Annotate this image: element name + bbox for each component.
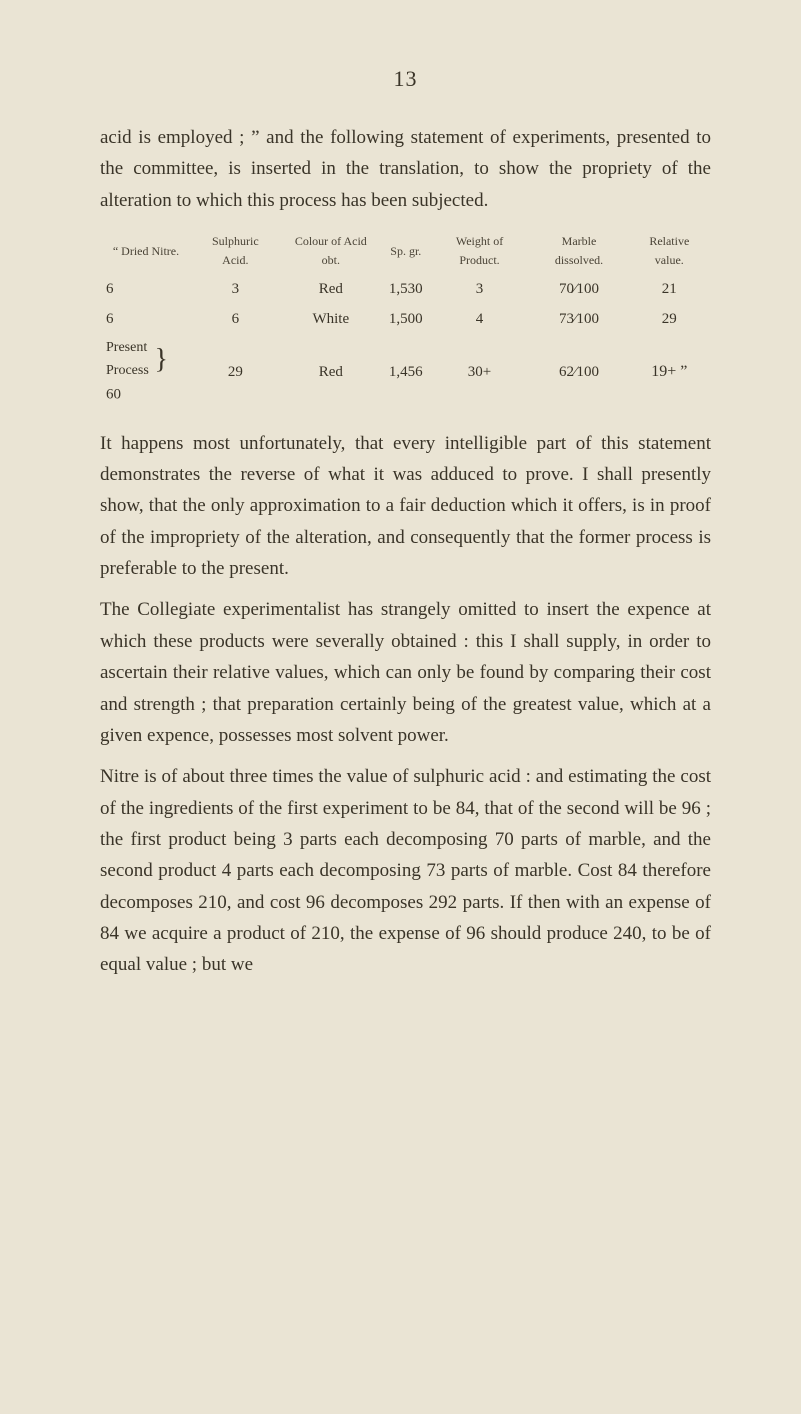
scanned-page: 13 acid is employed ; ” and the followin… bbox=[0, 0, 801, 1414]
cell-colour: White bbox=[279, 304, 383, 334]
cell-weight: 30+ bbox=[429, 334, 531, 409]
cell-spgr: 1,530 bbox=[383, 274, 429, 304]
experiments-table: “ Dried Nitre. Sulphuric Acid. Colour of… bbox=[100, 230, 711, 410]
cell-weight: 4 bbox=[429, 304, 531, 334]
paragraph-2: It happens most unfortunately, that ever… bbox=[100, 428, 711, 585]
col-marble-dissolved: Marble dissolved. bbox=[530, 230, 627, 274]
cell-relval: 19+ ” bbox=[628, 334, 711, 409]
col-weight-product: Weight of Product. bbox=[429, 230, 531, 274]
cell-nitre: 6 bbox=[100, 304, 192, 334]
cell-marble: 70⁄100 bbox=[530, 274, 627, 304]
label-present: Present bbox=[106, 337, 149, 359]
page-number: 13 bbox=[100, 66, 711, 92]
col-colour-acid: Colour of Acid obt. bbox=[279, 230, 383, 274]
cell-weight: 3 bbox=[429, 274, 531, 304]
paragraph-1: acid is employed ; ” and the following s… bbox=[100, 122, 711, 216]
paragraph-4: Nitre is of about three times the value … bbox=[100, 761, 711, 980]
cell-colour: Red bbox=[279, 334, 383, 409]
table-header-row: “ Dried Nitre. Sulphuric Acid. Colour of… bbox=[100, 230, 711, 274]
cell-acid: 6 bbox=[192, 304, 279, 334]
col-dried-nitre: “ Dried Nitre. bbox=[100, 230, 192, 274]
cell-relval: 29 bbox=[628, 304, 711, 334]
cell-nitre-60: 60 bbox=[106, 387, 121, 403]
cell-marble: 62⁄100 bbox=[530, 334, 627, 409]
cell-nitre: 6 bbox=[100, 274, 192, 304]
table-row: 6 3 Red 1,530 3 70⁄100 21 bbox=[100, 274, 711, 304]
cell-spgr: 1,500 bbox=[383, 304, 429, 334]
cell-acid: 29 bbox=[192, 334, 279, 409]
col-sulphuric-acid: Sulphuric Acid. bbox=[192, 230, 279, 274]
brace-icon: } bbox=[155, 349, 168, 371]
cell-present-process: Present Process } 60 bbox=[100, 334, 192, 409]
cell-relval: 21 bbox=[628, 274, 711, 304]
table-row: Present Process } 60 29 Red 1,456 30+ 62… bbox=[100, 334, 711, 409]
paragraph-3: The Collegiate experimentalist has stran… bbox=[100, 594, 711, 751]
col-sp-gr: Sp. gr. bbox=[383, 230, 429, 274]
label-process: Process bbox=[106, 360, 149, 382]
col-relative-value: Relative value. bbox=[628, 230, 711, 274]
cell-acid: 3 bbox=[192, 274, 279, 304]
cell-marble: 73⁄100 bbox=[530, 304, 627, 334]
cell-spgr: 1,456 bbox=[383, 334, 429, 409]
cell-colour: Red bbox=[279, 274, 383, 304]
table-row: 6 6 White 1,500 4 73⁄100 29 bbox=[100, 304, 711, 334]
